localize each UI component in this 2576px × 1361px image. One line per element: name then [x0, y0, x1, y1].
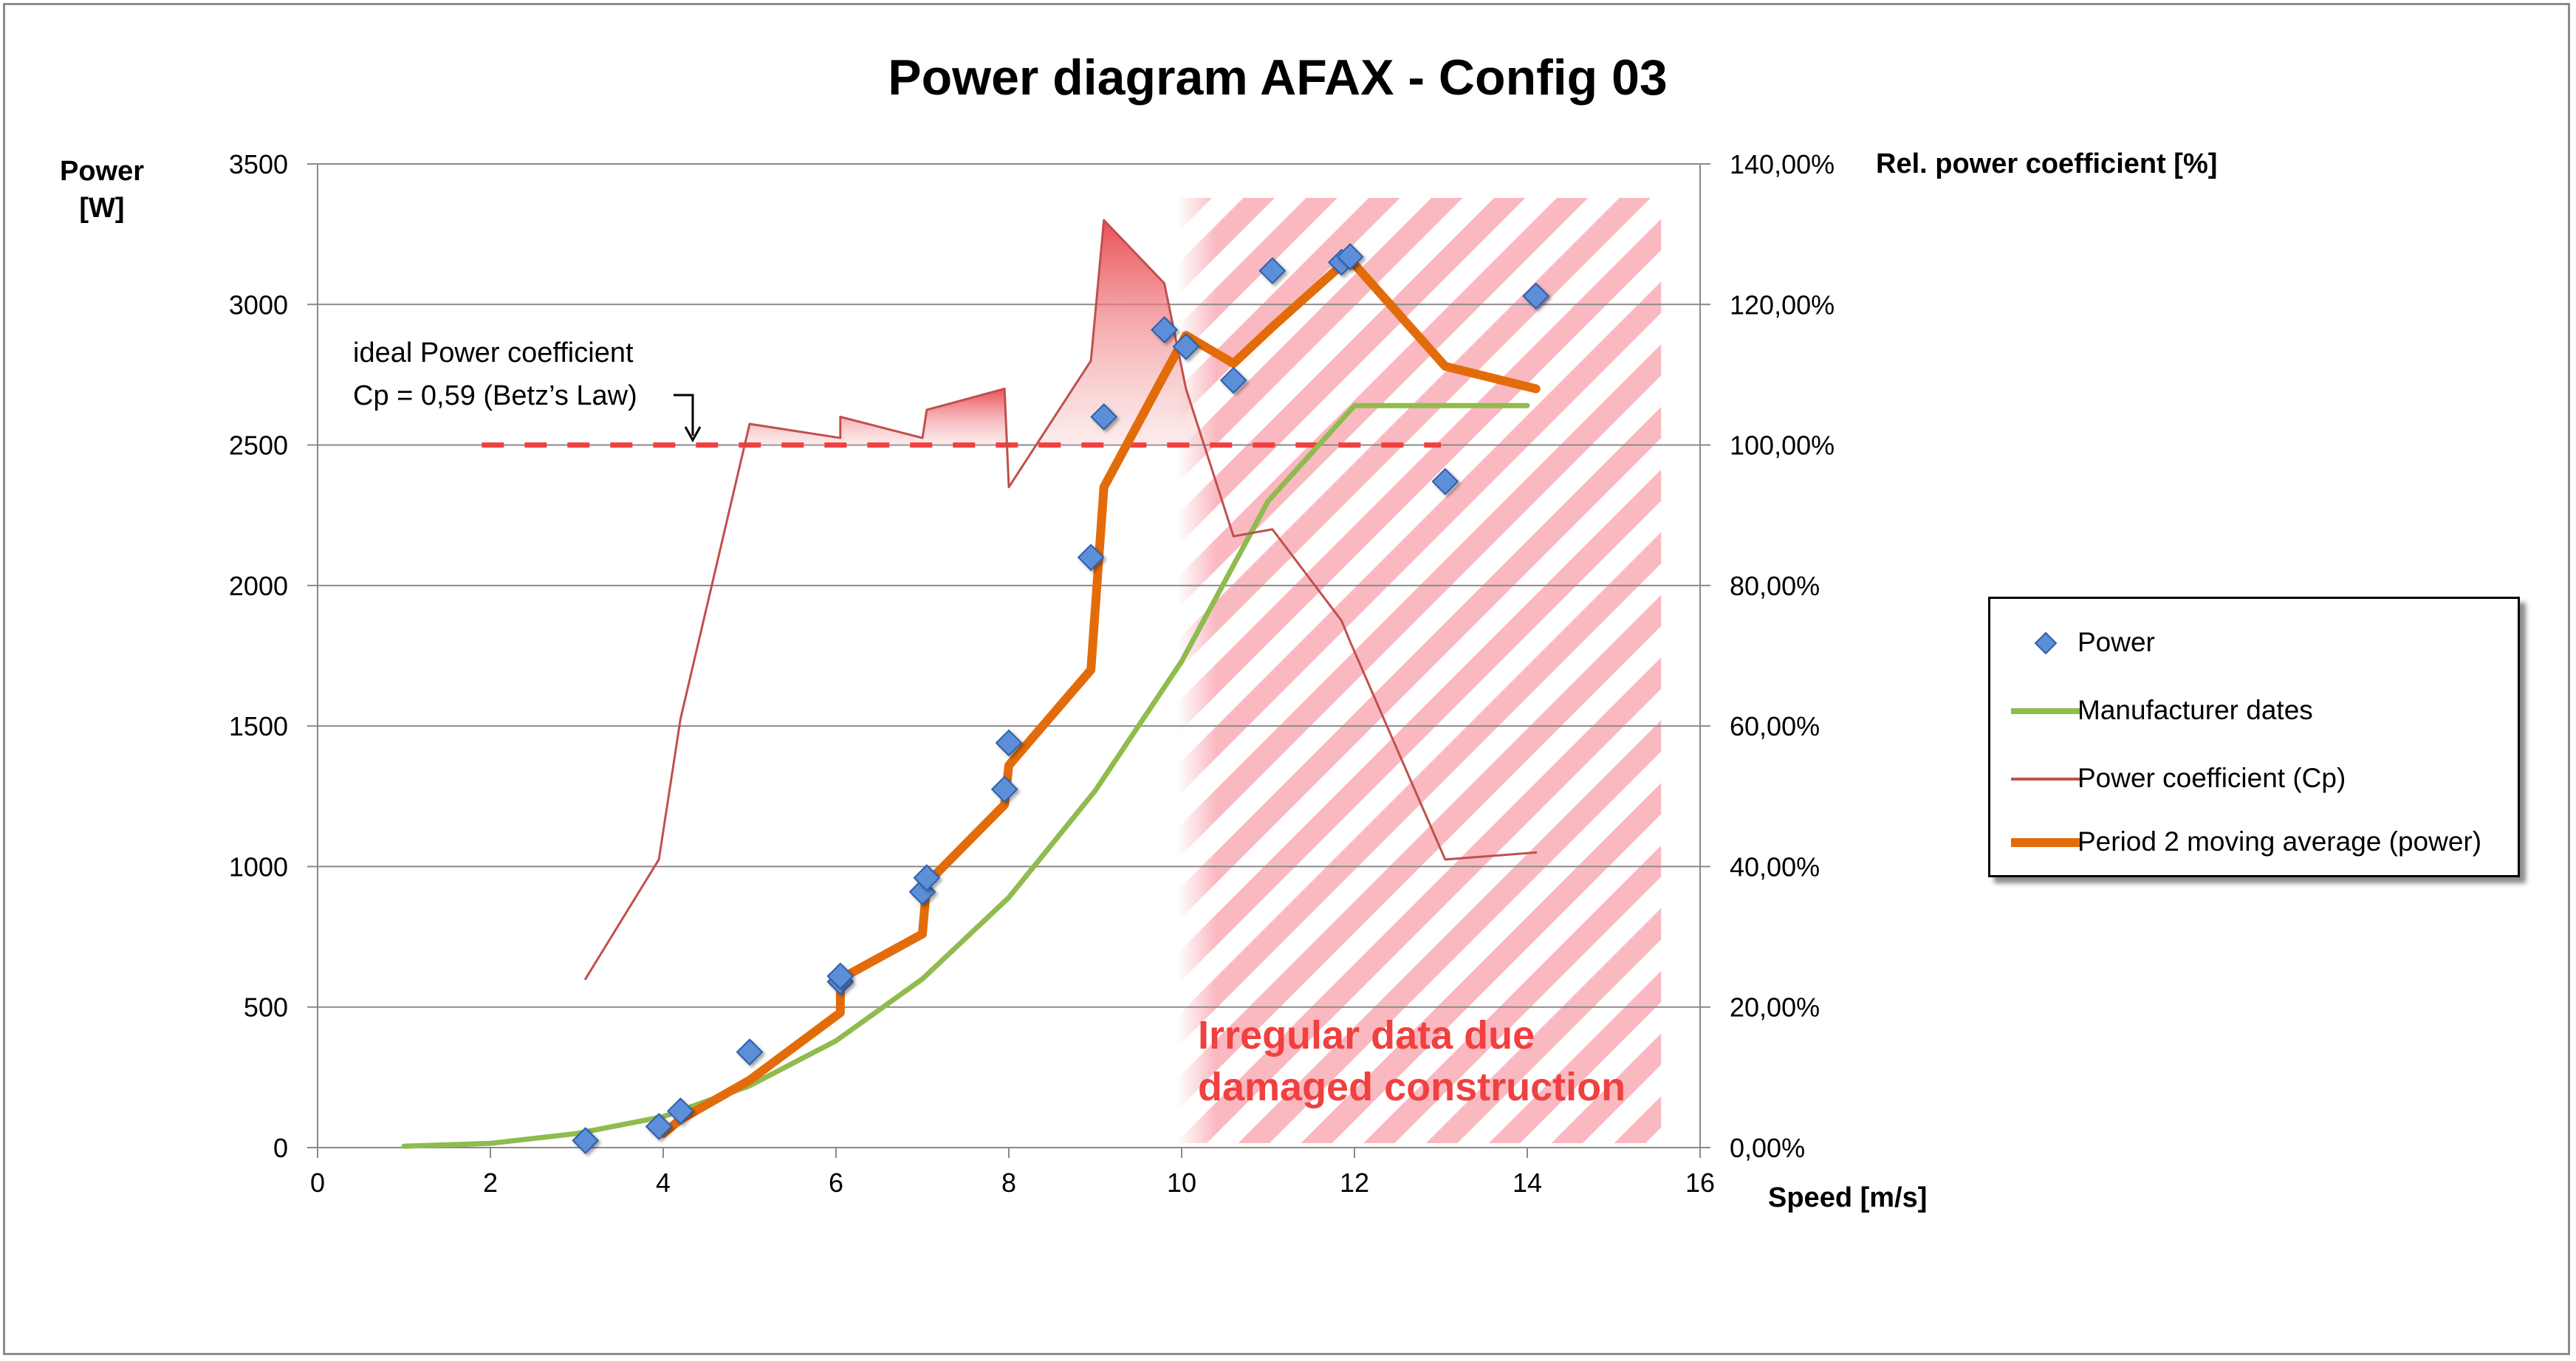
- ideal-cp-label-line2: Cp = 0,59 (Betz’s Law): [353, 380, 637, 411]
- y-left-tick-label-2: 1000: [229, 851, 288, 882]
- y-right-tick-label-0: 0,00%: [1730, 1133, 1805, 1163]
- y-axis-left-label-line1: Power: [60, 156, 144, 187]
- power-point-17: [1336, 243, 1364, 271]
- x-tick-label-3: 6: [829, 1168, 843, 1198]
- cp-fill-region-1: [1036, 220, 1205, 445]
- power-point-2: [666, 1097, 694, 1125]
- legend-line-green-icon: [2011, 708, 2082, 714]
- series-manufacturer-line: [401, 402, 1530, 1149]
- legend-item-moving-average: Period 2 moving average (power): [1990, 813, 2518, 872]
- power-point-9: [995, 729, 1023, 757]
- y-right-tick-label-7: 140,00%: [1730, 149, 1835, 179]
- y-left-tick-label-4: 2000: [229, 571, 288, 601]
- x-tick-label-8: 16: [1685, 1168, 1715, 1198]
- x-tick-label-1: 2: [483, 1168, 498, 1198]
- x-axis-label: Speed [m/s]: [1768, 1182, 1927, 1213]
- ideal-cp-label-line1: ideal Power coefficient: [353, 337, 634, 368]
- power-point-12: [1151, 316, 1179, 343]
- legend-item-power: Power: [1990, 614, 2518, 673]
- power-point-0: [572, 1127, 600, 1154]
- power-point-5: [826, 962, 854, 990]
- y-right-tick-label-3: 60,00%: [1730, 711, 1820, 741]
- x-tick-label-0: 0: [310, 1168, 325, 1198]
- legend-line-orange-icon: [2011, 838, 2082, 847]
- legend-marker-diamond-icon: [2034, 631, 2058, 655]
- y-right-tick-label-6: 120,00%: [1730, 289, 1835, 320]
- x-tick-label-4: 8: [1001, 1168, 1016, 1198]
- power-point-8: [990, 775, 1018, 803]
- power-point-11: [1090, 403, 1118, 431]
- legend: Power Manufacturer dates Power coefficie…: [1988, 597, 2520, 877]
- y-right-tick-label-5: 100,00%: [1730, 431, 1835, 461]
- chart-title: Power diagram AFAX - Config 03: [888, 49, 1667, 106]
- y-left-tick-label-1: 500: [244, 993, 288, 1023]
- y-left-tick-label-5: 2500: [229, 431, 288, 461]
- power-point-19: [1522, 282, 1550, 310]
- cp-above-ideal-fill: [744, 220, 1205, 445]
- ideal-cp-pointer-arrow: [674, 394, 702, 443]
- y-right-tick-label-1: 20,00%: [1730, 993, 1820, 1023]
- legend-label-moving-average: Period 2 moving average (power): [2077, 826, 2482, 857]
- x-tick-label-6: 12: [1340, 1168, 1369, 1198]
- irregular-data-label-line2: damaged construction: [1198, 1065, 1626, 1109]
- legend-line-red-icon: [2011, 778, 2082, 781]
- power-point-14: [1219, 366, 1247, 394]
- power-point-18: [1431, 467, 1459, 496]
- irregular-hatch-rect: [1177, 198, 1662, 1143]
- y-axis-left-label-line2: [W]: [79, 193, 124, 224]
- legend-item-cp: Power coefficient (Cp): [1990, 750, 2518, 809]
- y-left-tick-label-3: 1500: [229, 711, 288, 741]
- x-tick-label-7: 14: [1513, 1168, 1542, 1198]
- power-point-15: [1258, 257, 1287, 285]
- power-point-3: [736, 1038, 764, 1066]
- legend-label-power: Power: [2077, 627, 2155, 657]
- x-tick-label-5: 10: [1167, 1168, 1196, 1198]
- power-point-1: [645, 1113, 673, 1140]
- y-left-tick-label-7: 3500: [229, 149, 288, 179]
- power-point-10: [1077, 544, 1105, 572]
- series-layer: [401, 219, 1550, 1154]
- y-axis-right-label: Rel. power coefficient [%]: [1876, 148, 2217, 179]
- gridlines: [318, 163, 1700, 1008]
- legend-label-cp: Power coefficient (Cp): [2077, 763, 2346, 793]
- y-left-tick-label-6: 3000: [229, 289, 288, 320]
- legend-item-manufacturer: Manufacturer dates: [1990, 682, 2518, 741]
- y-right-tick-label-2: 40,00%: [1730, 851, 1820, 882]
- x-tick-label-2: 4: [656, 1168, 671, 1198]
- power-point-7: [913, 864, 941, 892]
- legend-label-manufacturer: Manufacturer dates: [2077, 695, 2313, 725]
- y-left-tick-label-0: 0: [273, 1133, 288, 1163]
- axes: 0 0,00% 500 20,00% 1000 40,00% 1500 60,00% 2000 8…: [229, 149, 1835, 1198]
- irregular-data-region: [1177, 198, 1662, 1143]
- cp-fill-region-0: [744, 388, 1007, 445]
- irregular-data-label-line1: Irregular data due: [1198, 1013, 1535, 1057]
- series-cp-line: [584, 219, 1538, 981]
- power-point-13: [1172, 332, 1200, 360]
- y-right-tick-label-4: 80,00%: [1730, 571, 1820, 601]
